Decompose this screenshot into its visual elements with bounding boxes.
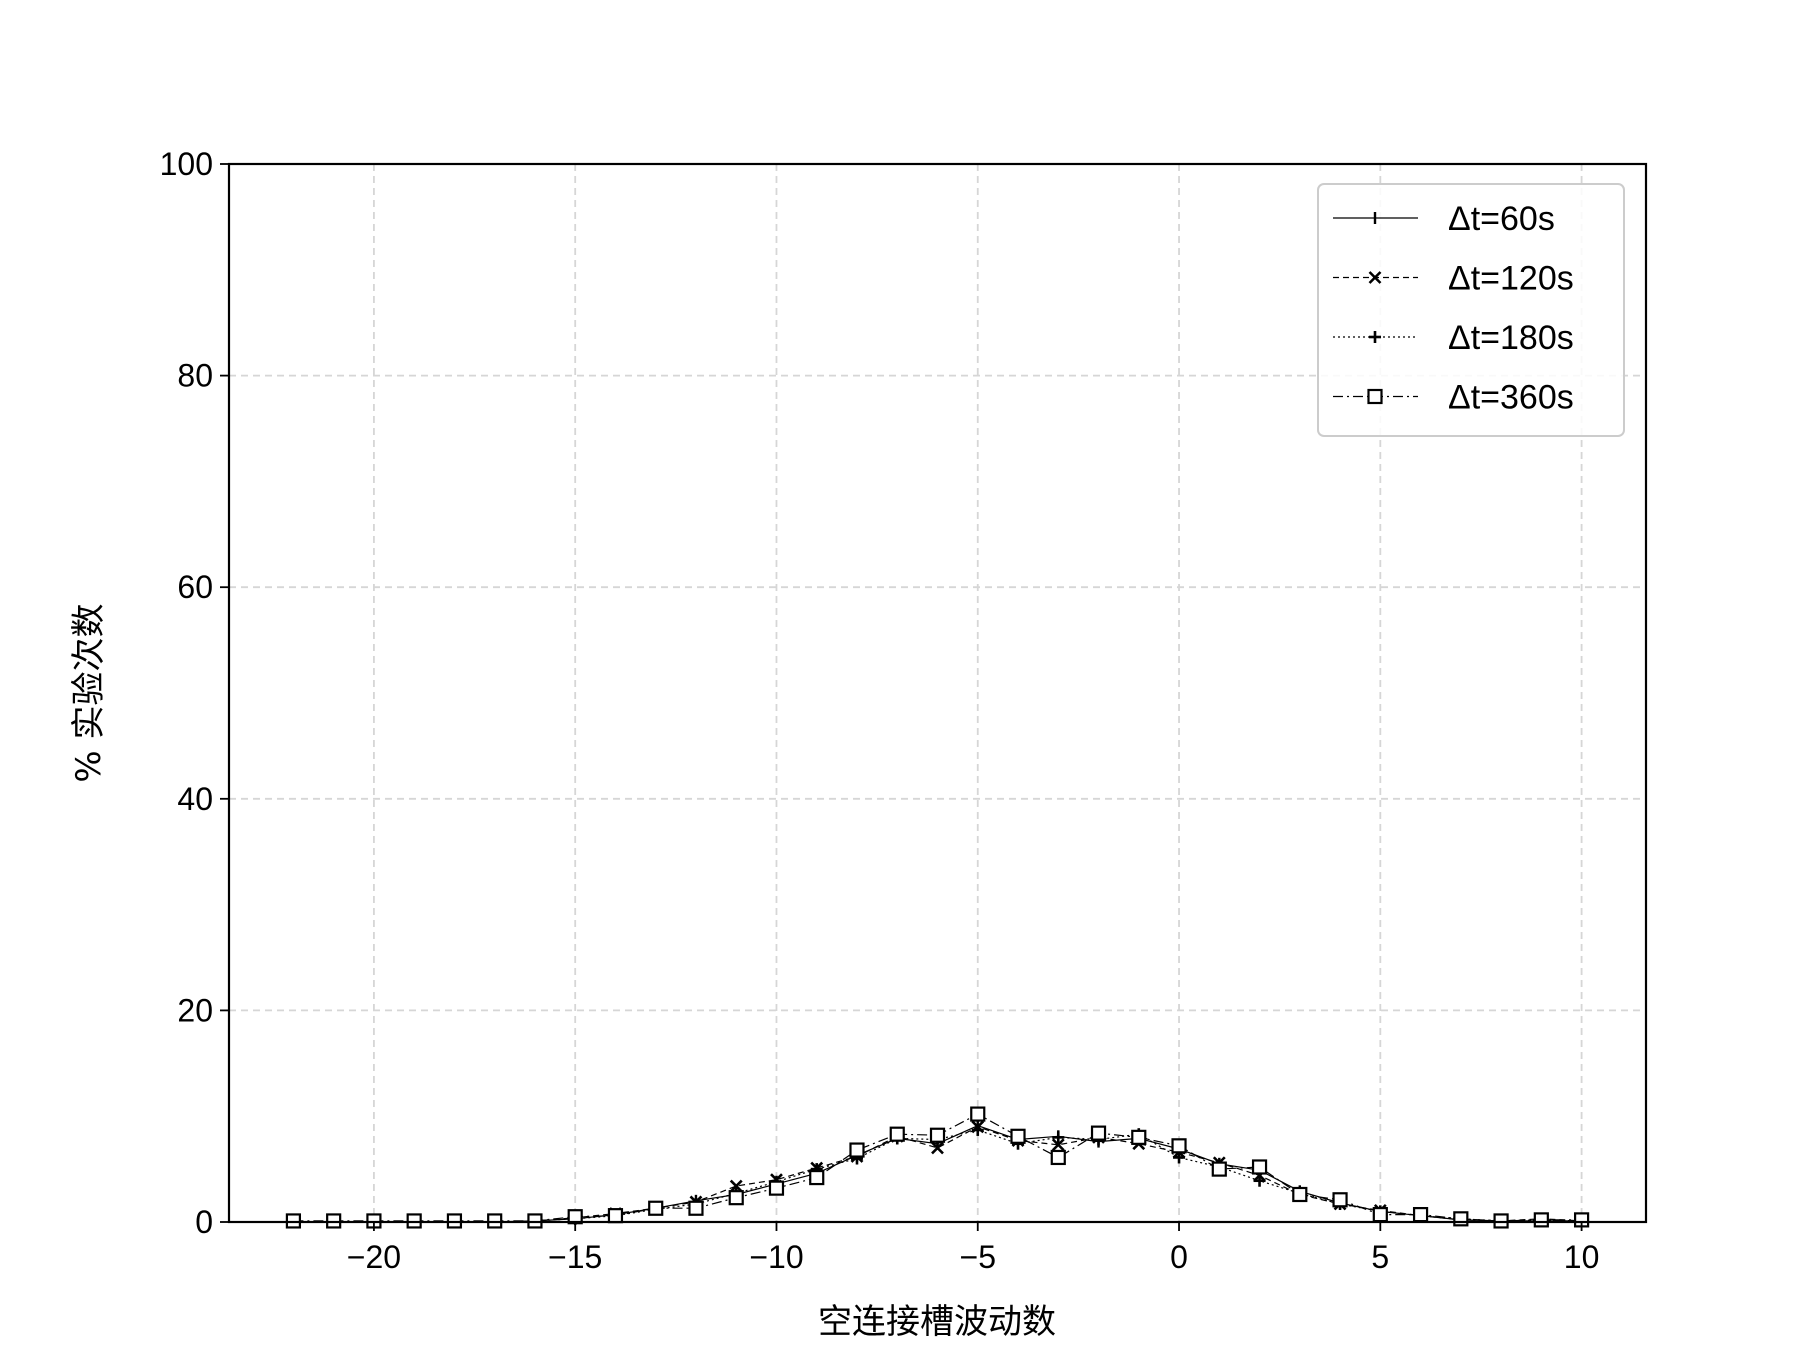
data-point-stroke	[729, 1179, 743, 1193]
data-point	[931, 1141, 944, 1155]
legend-box	[1317, 183, 1625, 437]
data-point	[971, 1123, 984, 1136]
data-point	[1173, 1151, 1186, 1164]
y-tick-label: 0	[195, 1204, 213, 1240]
y-tick-label: 100	[160, 146, 213, 182]
data-point-stroke	[1051, 1138, 1065, 1152]
data-point	[1332, 1192, 1348, 1208]
data-point	[688, 1200, 704, 1216]
data-point	[1533, 1212, 1549, 1228]
data-point	[929, 1127, 946, 1143]
data-point	[1453, 1211, 1469, 1227]
legend-label: Δt=360s	[1448, 379, 1574, 417]
data-point	[849, 1142, 865, 1158]
legend-label: Δt=120s	[1448, 260, 1574, 298]
data-point-stroke	[1368, 271, 1382, 284]
data-point	[1412, 1206, 1429, 1223]
legend-item: Δt=180s	[1333, 319, 1574, 357]
legend-label: Δt=60s	[1448, 200, 1555, 238]
data-point	[1050, 1149, 1066, 1166]
data-point	[1211, 1161, 1227, 1177]
x-tick-label: −15	[548, 1239, 602, 1275]
data-point	[1253, 1174, 1266, 1187]
data-point	[1051, 1138, 1065, 1152]
data-point	[1251, 1159, 1268, 1175]
data-point	[1010, 1128, 1026, 1144]
data-point	[1369, 331, 1381, 343]
plot-frame	[227, 162, 1648, 1224]
data-point	[1368, 271, 1382, 284]
data-point	[970, 1106, 986, 1122]
legend-item: Δt=120s	[1333, 260, 1574, 298]
x-tick-label: −20	[347, 1239, 401, 1275]
x-tick-label: −5	[960, 1239, 996, 1275]
data-point	[1367, 388, 1383, 405]
series	[285, 1106, 1590, 1229]
x-tick-label: 5	[1371, 1239, 1389, 1275]
legend-label: Δt=180s	[1448, 319, 1574, 357]
x-tick-label: 10	[1564, 1239, 1600, 1275]
data-point	[768, 1180, 785, 1196]
x-tick-label: −10	[749, 1239, 803, 1275]
data-point	[1171, 1138, 1187, 1154]
legend-item: Δt=360s	[1333, 379, 1574, 417]
data-point	[1372, 1206, 1388, 1223]
y-tick-label: 20	[177, 992, 213, 1028]
data-point	[1131, 1129, 1147, 1145]
data-point	[809, 1169, 825, 1186]
legend-item: Δt=60s	[1333, 200, 1555, 238]
x-tick-label: 0	[1170, 1239, 1188, 1275]
data-point	[1052, 1131, 1065, 1144]
data-point	[648, 1200, 664, 1216]
data-point	[607, 1208, 624, 1224]
x-axis-title: 空连接槽波动数	[818, 1302, 1056, 1342]
y-tick-label: 80	[177, 358, 213, 394]
data-point	[728, 1190, 744, 1206]
y-tick-label: 60	[177, 569, 213, 605]
data-point	[889, 1126, 905, 1142]
y-axis-title: % 实验次数	[69, 603, 109, 782]
legend: Δt=60s Δt=120s Δt=180s Δt=360s	[1317, 183, 1625, 437]
data-point	[1292, 1186, 1308, 1203]
y-tick-label: 40	[177, 781, 213, 817]
data-point	[729, 1179, 743, 1193]
data-point	[1090, 1125, 1107, 1141]
data-point-stroke	[931, 1141, 944, 1155]
